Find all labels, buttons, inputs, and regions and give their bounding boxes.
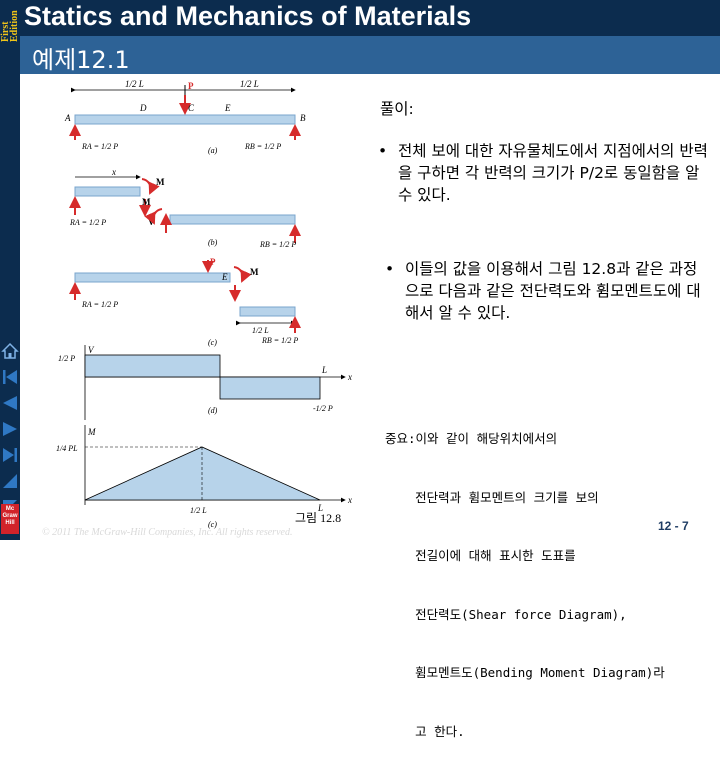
- figure-caption: 그림 12.8: [295, 511, 342, 525]
- sub-b: (b): [208, 238, 218, 247]
- label-l-d: L: [321, 365, 327, 375]
- dim-half-l-2: 1/2 L: [240, 79, 259, 89]
- sub-d: (d): [208, 406, 218, 415]
- label-half-p: 1/2 P: [58, 354, 75, 363]
- label-m-axis: M: [87, 427, 96, 437]
- last-slide-icon[interactable]: [0, 444, 20, 466]
- sub-e: (c): [208, 520, 217, 529]
- label-l-e: L: [317, 503, 323, 513]
- label-m-b: M: [156, 177, 165, 187]
- bullet-diagrams: • 이들의 값을 이용해서 그림 12.8과 같은 과정으로 다음과 같은 전단…: [385, 258, 710, 324]
- edition-line2: Edition: [9, 10, 20, 42]
- label-b: B: [300, 113, 306, 123]
- label-lx: 1/2 L: [252, 326, 269, 335]
- bullet-dot: •: [385, 260, 395, 278]
- moment-diagram: M 1/4 PL 1/2 L L x (c): [56, 425, 352, 529]
- label-neg-half-p: -1/2 P: [313, 404, 333, 413]
- label-pl: 1/4 PL: [56, 444, 78, 453]
- label-ra-c: RA = 1/2 P: [81, 300, 118, 309]
- previous-slide-icon[interactable]: [0, 392, 20, 414]
- page-number: 12 - 7: [658, 519, 689, 533]
- bullet-dot: •: [378, 142, 388, 160]
- bullet-diagrams-text: 이들의 값을 이용해서 그림 12.8과 같은 과정으로 다음과 같은 전단력도…: [405, 260, 701, 322]
- bullet-reactions-text: 전체 보에 대한 자유물체도에서 지점에서의 반력을 구하면 각 반력의 크기가…: [398, 142, 708, 204]
- beam-diagrams: 1/2 L 1/2 L P A B C D E RA = 1/2 P RB = …: [56, 79, 352, 529]
- beam-figure: 1/2 L 1/2 L P A B C D E RA = 1/2 P RB = …: [30, 75, 365, 538]
- edition-label: First Edition: [0, 2, 20, 42]
- bullet-reactions: • 전체 보에 대한 자유물체도에서 지점에서의 반력을 구하면 각 반력의 크…: [378, 140, 708, 206]
- first-slide-icon[interactable]: [0, 366, 20, 388]
- header-bar: Statics and Mechanics of Materials: [20, 0, 720, 36]
- note-line: 고 한다.: [385, 723, 465, 739]
- diagram-a: 1/2 L 1/2 L P A B C D E RA = 1/2 P RB = …: [64, 79, 306, 155]
- label-x-d: x: [347, 372, 352, 382]
- home-icon[interactable]: [0, 340, 20, 362]
- note-block: 중요:이와 같이 해당위치에서의 전단력과 휨모멘트의 크기를 보의 전길이에 …: [385, 390, 665, 761]
- label-d: D: [139, 103, 147, 113]
- label-e-c: E: [221, 272, 228, 282]
- slide-title-bar: 예제12.1: [20, 36, 720, 74]
- label-rb-c: RB = 1/2 P: [261, 336, 298, 345]
- label-a: A: [64, 113, 71, 123]
- label-ra-b: RA = 1/2 P: [69, 218, 106, 227]
- note-line: 전단력도(Shear force Diagram),: [385, 606, 627, 622]
- back-icon[interactable]: [0, 470, 20, 492]
- label-rb-a: RB = 1/2 P: [244, 142, 281, 151]
- label-half-l-axis: 1/2 L: [190, 506, 207, 515]
- publisher-line3: Hill: [5, 520, 15, 526]
- slide-title: 예제12.1: [32, 46, 130, 74]
- next-slide-icon[interactable]: [0, 418, 20, 440]
- sidebar: First Edition Mc Graw Hill: [0, 0, 20, 540]
- label-p-a: P: [188, 81, 194, 91]
- label-rb-b: RB = 1/2 P: [259, 240, 296, 249]
- label-v-axis: V: [88, 345, 95, 355]
- label-e: E: [224, 103, 231, 113]
- label-p-c: P: [210, 257, 216, 267]
- beam-a: [74, 114, 296, 125]
- course-title: Statics and Mechanics of Materials: [24, 1, 472, 31]
- solution-label: 풀이:: [380, 100, 414, 118]
- note-line: 휨모멘트도(Bending Moment Diagram)라: [385, 665, 665, 680]
- copyright: © 2011 The McGraw-Hill Companies, Inc. A…: [42, 527, 293, 538]
- sub-c: (c): [208, 338, 217, 347]
- label-x-e: x: [347, 495, 352, 505]
- publisher-line1: Mc: [5, 506, 15, 512]
- label-m-c: M: [250, 267, 259, 277]
- dim-half-l: 1/2 L: [125, 79, 144, 89]
- diagram-b: x M V M RA = 1/2 P RB = 1/2 P (b): [69, 167, 301, 249]
- label-c-a: C: [188, 103, 195, 113]
- nav-buttons: [0, 340, 20, 522]
- shear-diagram: V 1/2 P -1/2 P L x (d): [58, 345, 352, 420]
- note-line: 중요:이와 같이 해당위치에서의: [385, 431, 558, 446]
- note-line: 전길이에 대해 표시한 도표를: [385, 548, 576, 563]
- publisher-line2: Graw: [2, 513, 18, 519]
- diagram-c: P M E RA = 1/2 P 1/2 L RB = 1/2 P (c): [69, 257, 301, 347]
- sub-a: (a): [208, 146, 218, 155]
- note-line: 전단력과 휨모멘트의 크기를 보의: [385, 489, 599, 505]
- label-ra-a: RA = 1/2 P: [81, 142, 118, 151]
- publisher-logo: Mc Graw Hill: [1, 504, 19, 534]
- label-x-b: x: [111, 167, 116, 177]
- label-m-b2: M: [142, 197, 151, 207]
